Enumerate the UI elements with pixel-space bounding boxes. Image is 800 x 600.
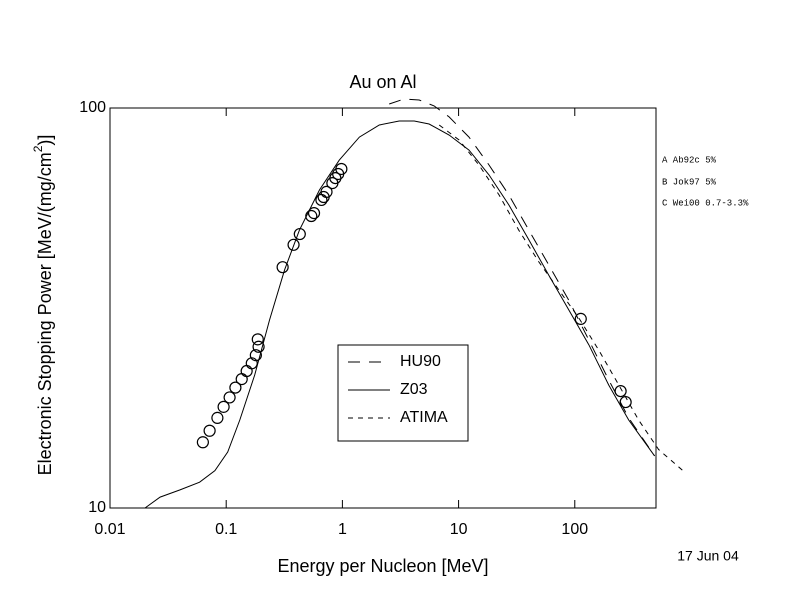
data-point [574,312,587,325]
data-point [307,207,321,220]
data-point [614,384,627,398]
data-point [249,349,262,362]
data-point [217,400,230,413]
y-label-sup: 2 [31,145,45,152]
y-label-part: Electronic Stopping Power [MeV/(mg/cm [35,152,55,475]
line [389,98,656,457]
x-tick-label: 0.1 [215,521,237,538]
legend-box [337,344,469,442]
x-tick-label: 100 [561,521,588,538]
data-point [293,227,306,241]
data-point [196,436,209,449]
data-point [619,395,632,409]
data-point [229,381,242,394]
data-point [245,357,258,370]
plot-frame [109,107,657,509]
legend-label: HU90 [400,353,441,370]
data-point [235,373,248,386]
y-label-part: )] [35,135,55,146]
x-tick-label: 10 [450,521,468,538]
annotation: B Jok97 5% [662,177,717,187]
y-axis-label: Electronic Stopping Power [MeV/(mg/cm2)] [31,135,55,476]
x-tick-label: 1 [338,521,347,538]
data-point [320,185,333,198]
legend-label: ATIMA [400,409,448,426]
data-point [276,261,289,274]
data-point [305,209,318,223]
data-point [329,171,342,185]
data-point [211,411,224,424]
x-tick-label: 0.01 [94,521,125,538]
chart-title: Au on Al [349,72,416,92]
data-point [203,424,216,437]
annotation: A Ab92c 5% [662,155,717,165]
x-axis-label: Energy per Nucleon [MeV] [277,556,488,576]
legend-label: Z03 [400,381,428,398]
data-point [251,333,264,346]
y-tick-label: 10 [88,499,106,516]
date: 17 Jun 04 [677,548,739,564]
y-tick-label: 100 [79,99,106,116]
annotation: C Wei00 0.7-3.3% [662,198,749,208]
line [144,120,656,509]
data-point [287,238,300,251]
data-point [240,364,253,378]
data-point [335,162,348,176]
data-point [252,340,265,353]
data-point [223,391,236,404]
data-point [315,193,328,207]
